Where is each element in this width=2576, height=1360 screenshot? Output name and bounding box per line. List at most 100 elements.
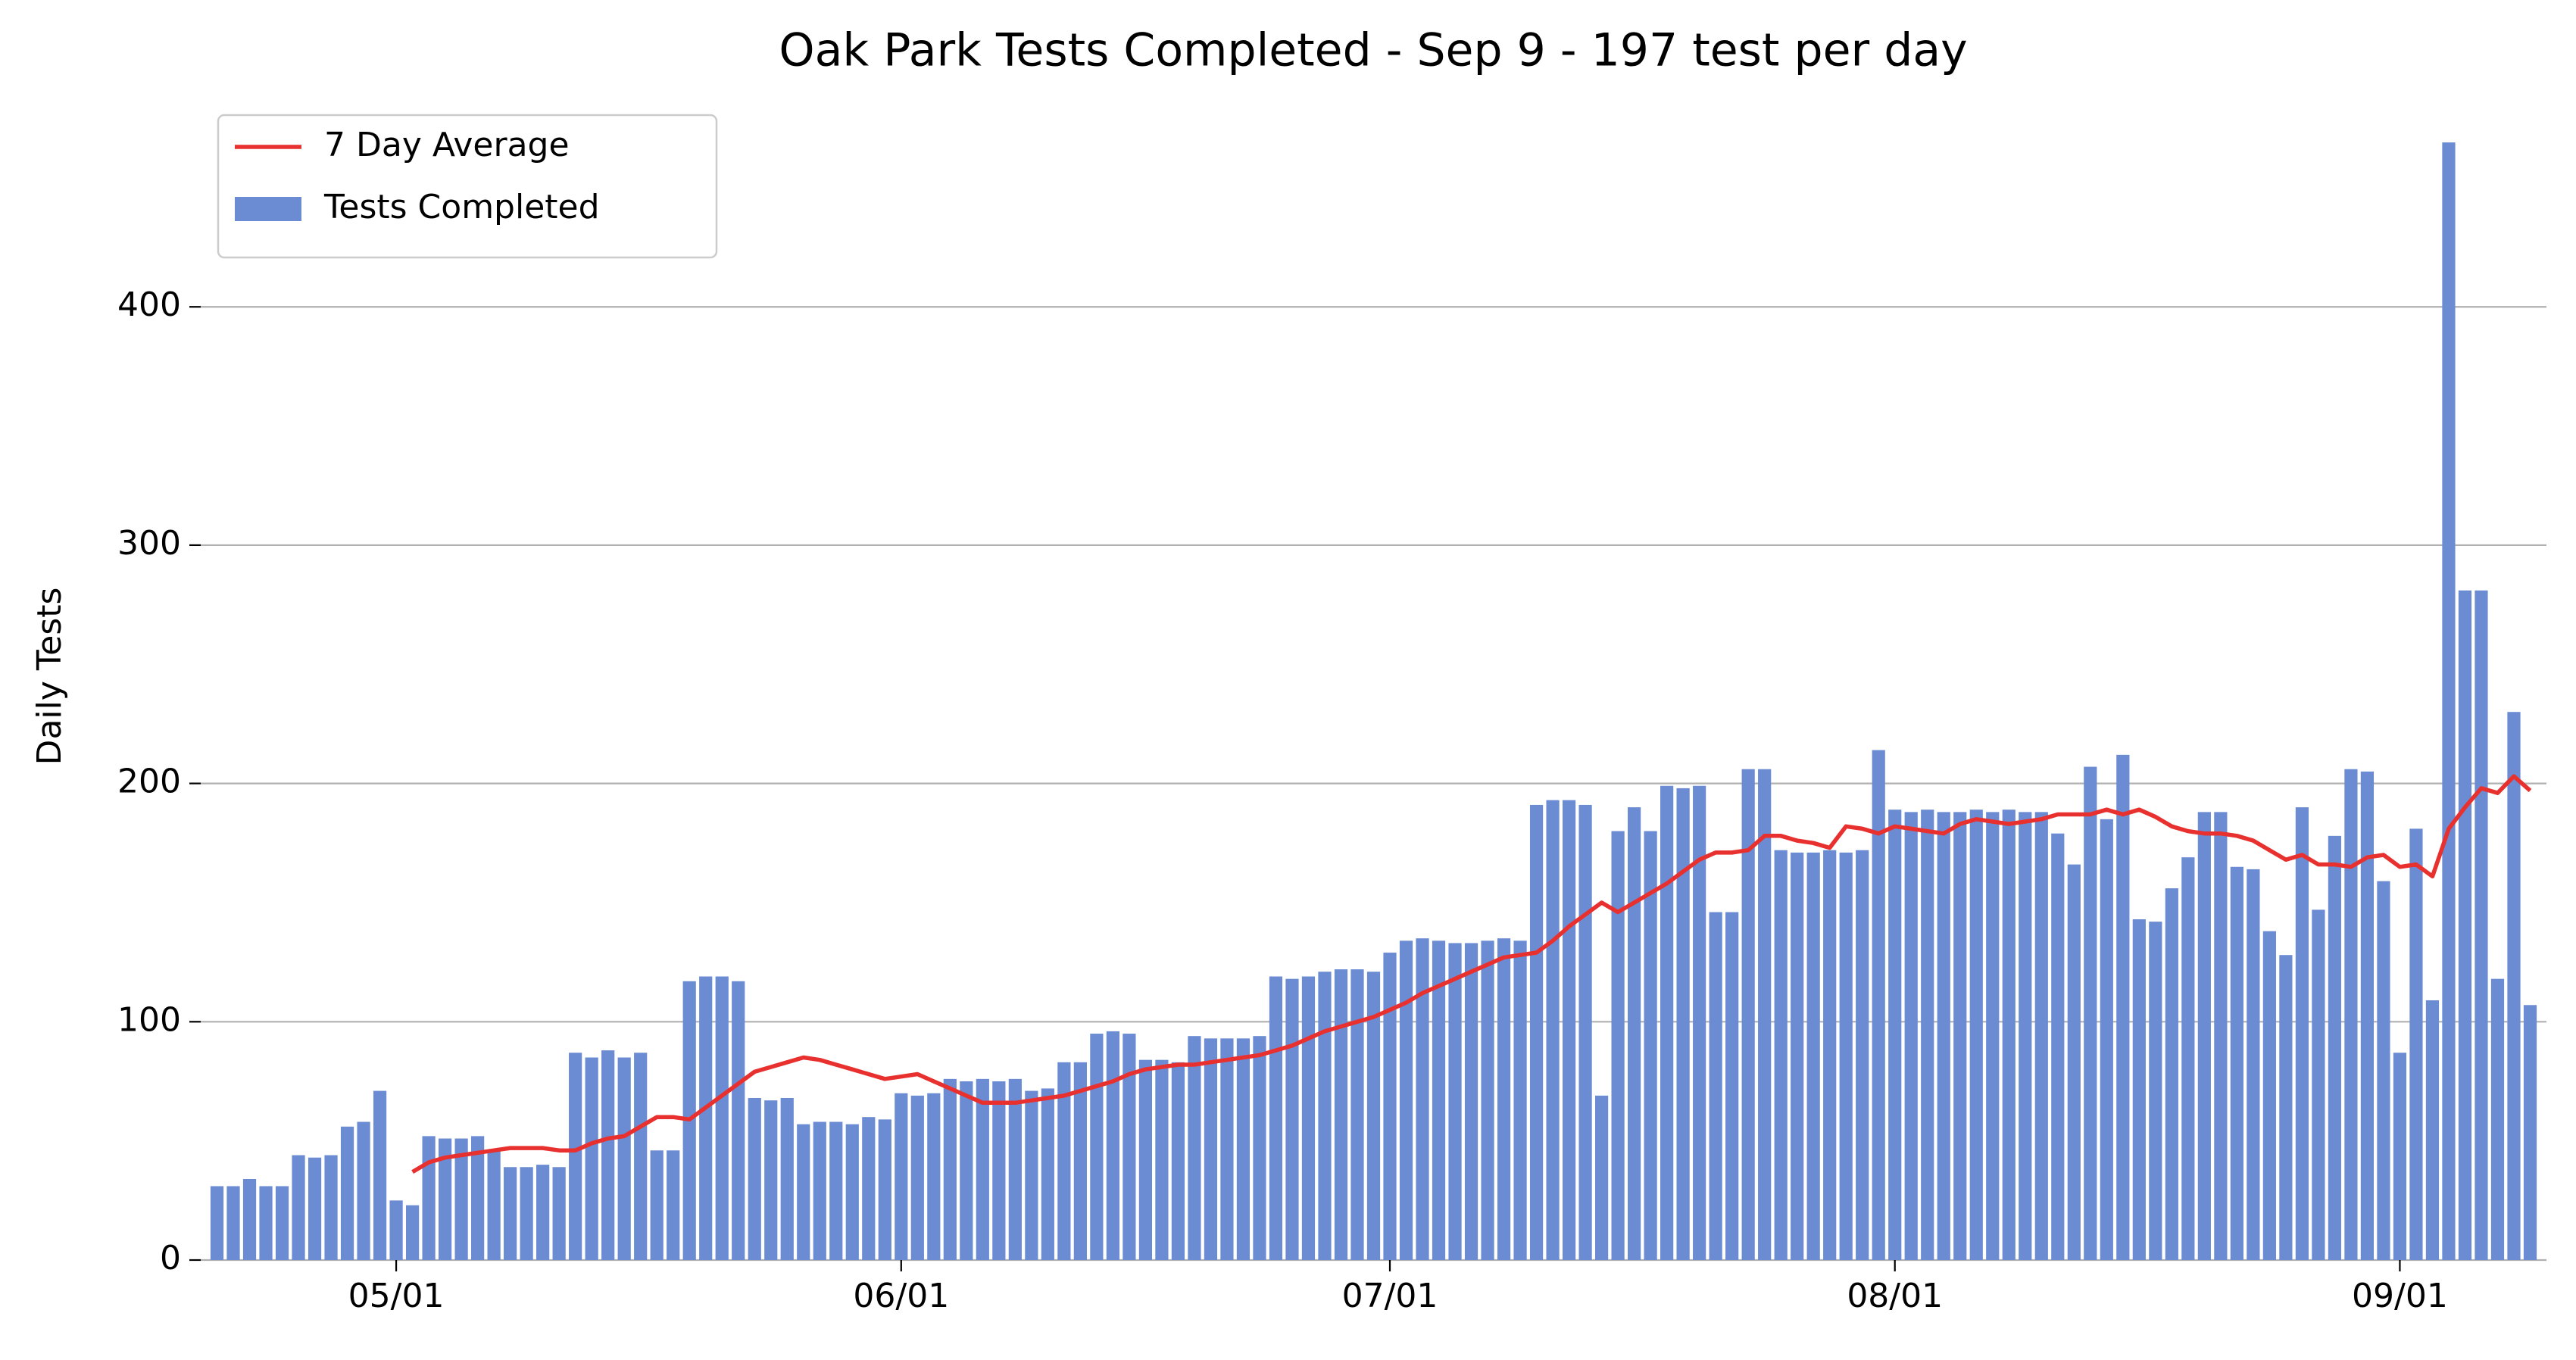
bar [275, 1186, 289, 1260]
bar [1497, 938, 1511, 1260]
bar [2262, 931, 2276, 1260]
bar [1693, 785, 1706, 1260]
legend-label: 7 Day Average [324, 126, 570, 164]
bar [1904, 812, 1918, 1260]
bar [732, 981, 745, 1260]
bar [2442, 142, 2456, 1261]
bar [242, 1179, 257, 1260]
bar [340, 1126, 354, 1260]
bar [1448, 943, 1462, 1260]
bar [895, 1093, 908, 1260]
bar [1204, 1038, 1218, 1260]
bar [927, 1093, 941, 1260]
bar [1090, 1034, 1104, 1260]
bar [699, 976, 713, 1260]
bar [1155, 1059, 1169, 1260]
bar [1057, 1062, 1071, 1260]
bar [2393, 1053, 2407, 1260]
x-tick-label: 09/01 [2352, 1277, 2448, 1315]
bar [1644, 831, 1657, 1260]
bar [1383, 953, 1397, 1260]
bar [1123, 1034, 1136, 1260]
bar [813, 1121, 826, 1260]
bar [226, 1186, 240, 1260]
bar [1416, 938, 1429, 1260]
bar [569, 1053, 582, 1260]
bar [1856, 850, 1869, 1260]
bar [1611, 831, 1625, 1260]
bar [1529, 804, 1544, 1260]
bar [943, 1078, 957, 1260]
bar [1758, 769, 1772, 1260]
bar [324, 1155, 338, 1260]
bar [1562, 800, 1576, 1260]
bar [650, 1150, 664, 1260]
bar [2197, 812, 2211, 1260]
bar [487, 1150, 501, 1260]
bar [308, 1157, 322, 1260]
bar [1791, 852, 1804, 1260]
bar [1969, 809, 1983, 1260]
bar [471, 1136, 485, 1260]
x-tick-label: 08/01 [1847, 1277, 1943, 1315]
bar [1823, 850, 1837, 1260]
bar [2247, 869, 2260, 1260]
bar [1594, 1095, 1609, 1260]
bar [1366, 972, 1381, 1260]
bar [1464, 943, 1478, 1260]
bar [1432, 940, 1446, 1260]
bar [1546, 800, 1560, 1260]
bar [1513, 940, 1527, 1260]
bar [2458, 590, 2472, 1260]
bar [2475, 590, 2488, 1260]
bar [1660, 785, 1674, 1260]
bar [2490, 978, 2505, 1260]
bar [1628, 807, 1641, 1260]
bar [552, 1167, 566, 1260]
bar [2002, 809, 2016, 1260]
bar [1073, 1062, 1087, 1260]
bar [2149, 922, 2162, 1260]
bar [504, 1167, 517, 1260]
bar [2051, 833, 2065, 1260]
x-tick-label: 07/01 [1342, 1277, 1438, 1315]
bar [2523, 1005, 2537, 1260]
bar [976, 1078, 989, 1260]
bar [1334, 969, 1348, 1260]
bar [1953, 812, 1967, 1260]
bar [1872, 750, 1885, 1260]
bar [357, 1121, 370, 1260]
bar [1171, 1062, 1185, 1260]
bar [2132, 919, 2146, 1260]
bar [780, 1098, 794, 1260]
y-tick-label: 400 [117, 285, 181, 324]
x-tick-label: 06/01 [853, 1277, 949, 1315]
bar [960, 1081, 973, 1260]
bar [1399, 940, 1413, 1260]
bar [2312, 909, 2325, 1260]
bar [1888, 809, 1902, 1260]
bar [2360, 771, 2375, 1260]
bar [454, 1138, 468, 1260]
bar [2116, 754, 2130, 1260]
bar [1269, 976, 1283, 1260]
bar [1839, 852, 1853, 1260]
y-tick-label: 100 [117, 1000, 181, 1039]
bar [1041, 1088, 1054, 1260]
bar [2344, 769, 2358, 1260]
bar [373, 1090, 387, 1260]
legend-label: Tests Completed [323, 188, 600, 226]
bar [1008, 1078, 1022, 1260]
bar [601, 1050, 615, 1260]
line [411, 774, 2532, 1174]
bar [829, 1121, 843, 1260]
bar [2230, 866, 2243, 1260]
bar [1236, 1038, 1251, 1260]
bar [2295, 807, 2309, 1260]
bar [422, 1136, 436, 1260]
bar [2019, 812, 2032, 1260]
bar [878, 1119, 891, 1260]
bar [1709, 912, 1722, 1260]
bar [1285, 978, 1299, 1260]
